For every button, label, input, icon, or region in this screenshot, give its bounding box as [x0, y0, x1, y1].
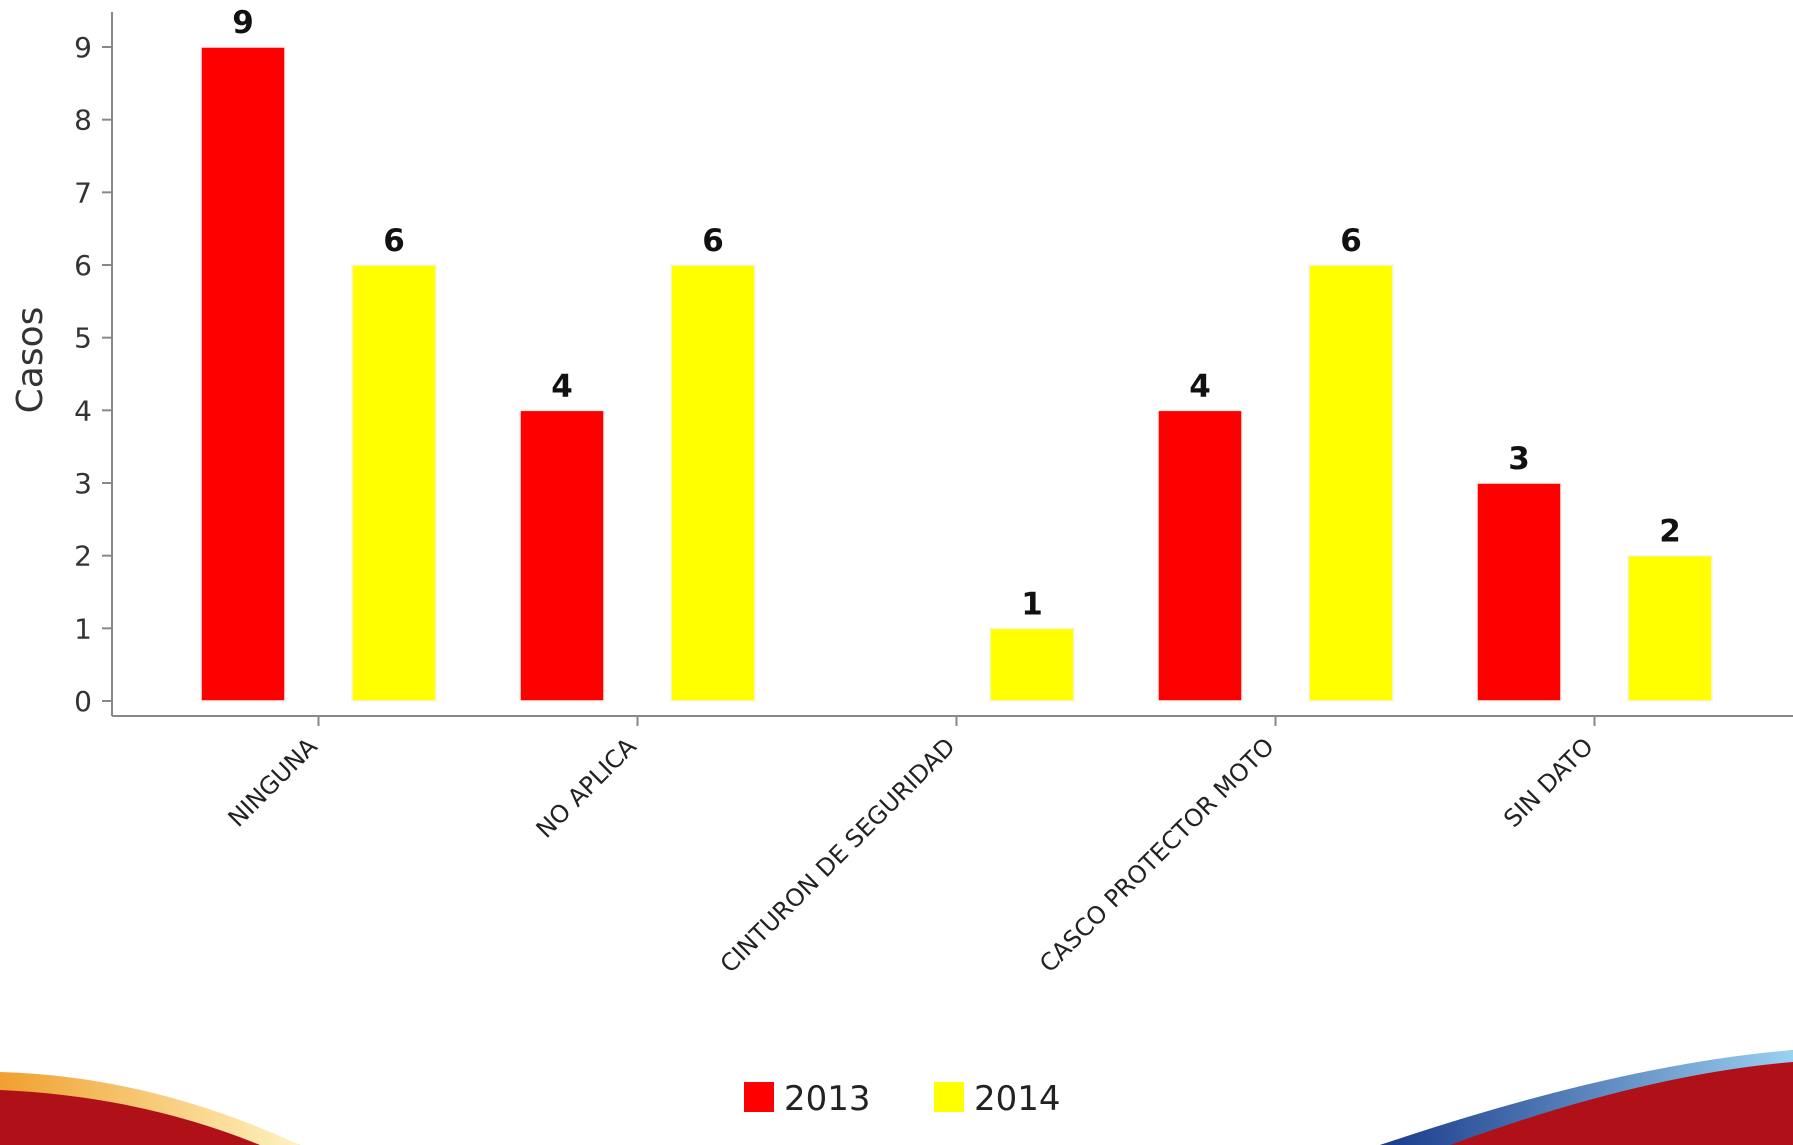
data-label-2014-4: 2	[1659, 514, 1681, 550]
data-label-2013-0: 9	[232, 5, 254, 41]
category-label: SIN DATO	[1498, 732, 1598, 832]
decorative-swoosh-right	[1380, 1050, 1793, 1145]
y-tick-label: 2	[74, 540, 92, 573]
legend-label-2013: 2013	[784, 1079, 871, 1119]
legend-swatch-2014	[934, 1082, 964, 1112]
data-labels: 9 4 4 3 6 6 1 6 2	[232, 5, 1681, 622]
y-tick-label: 3	[74, 467, 92, 500]
bar-2013-4	[1476, 482, 1562, 702]
bar-2013-3	[1157, 409, 1243, 702]
y-tick-label: 8	[74, 104, 92, 137]
y-tick-label: 7	[74, 176, 92, 209]
category-label: NO APLICA	[531, 732, 642, 843]
bars	[200, 46, 1713, 702]
data-label-2014-2: 1	[1021, 586, 1043, 622]
y-tick-label: 0	[74, 685, 92, 718]
legend-swatch-2013	[744, 1082, 774, 1112]
category-label: CASCO PROTECTOR MOTO	[1034, 732, 1280, 978]
data-label-2014-0: 6	[383, 223, 405, 259]
data-label-2014-3: 6	[1340, 223, 1362, 259]
decorative-swoosh-left	[0, 1072, 300, 1145]
category-labels: NINGUNA NO APLICA CINTURON DE SEGURIDAD CAS…	[223, 716, 1599, 978]
bar-2014-0	[351, 264, 437, 702]
data-label-2013-4: 3	[1508, 441, 1530, 477]
y-tick-label: 9	[74, 31, 92, 64]
bar-2014-2	[989, 627, 1075, 702]
y-tick-label: 5	[74, 322, 92, 355]
legend-label-2014: 2014	[974, 1079, 1061, 1119]
y-tick-label: 4	[74, 394, 92, 427]
category-label: NINGUNA	[223, 732, 323, 832]
data-label-2014-1: 6	[702, 223, 724, 259]
y-tick-label: 6	[74, 249, 92, 282]
bar-2013-0	[200, 46, 286, 702]
data-label-2013-1: 4	[551, 368, 573, 404]
category-label: CINTURON DE SEGURIDAD	[715, 732, 961, 978]
data-label-2013-3: 4	[1189, 368, 1211, 404]
legend: 2013 2014	[744, 1079, 1061, 1119]
bar-2014-3	[1308, 264, 1394, 702]
bar-2013-1	[519, 409, 605, 702]
axes	[111, 12, 1793, 717]
y-axis-title: Casos	[10, 307, 51, 414]
y-tick-labels: 0 1 2 3 4 5 6 7 8 9	[74, 31, 112, 718]
y-tick-label: 1	[74, 612, 92, 645]
bar-2014-1	[670, 264, 756, 702]
bar-2014-4	[1627, 554, 1713, 702]
